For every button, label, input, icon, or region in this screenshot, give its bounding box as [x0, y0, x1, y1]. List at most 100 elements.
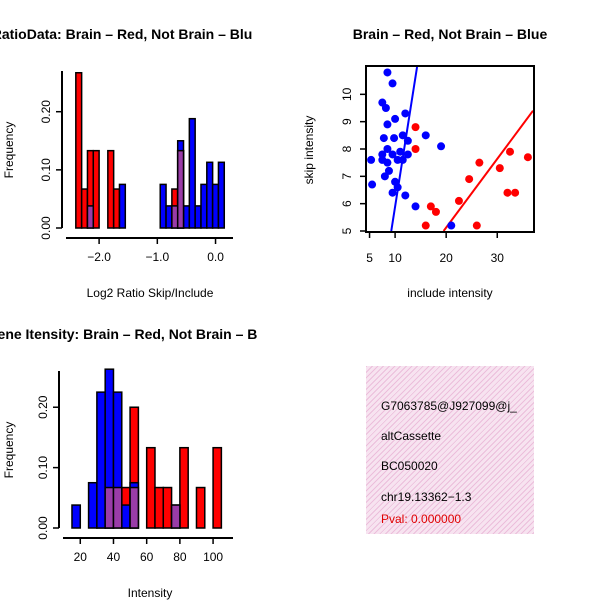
- bar-not-brain: [200, 183, 208, 229]
- point-brain: [495, 164, 504, 173]
- ratio-chart-title: RatioData: Brain – Red, Not Brain – Blu: [0, 26, 252, 42]
- bar-not-brain: [159, 183, 167, 229]
- point-not-brain: [401, 109, 410, 118]
- bar-brain: [195, 486, 206, 529]
- intensity-histogram: Gene Itensity: Brain – Red, Not Brain – …: [0, 326, 257, 600]
- bar-not-brain: [182, 205, 191, 229]
- info-pval: Pval: 0.000000: [381, 512, 462, 526]
- point-not-brain: [401, 191, 410, 200]
- fit-line-blue: [390, 67, 419, 231]
- ratio-x-label: Log2 Ratio Skip/Include: [87, 286, 214, 300]
- point-brain: [431, 207, 440, 216]
- bar-overlap: [112, 486, 123, 529]
- bar-brain: [112, 188, 121, 229]
- point-not-brain: [368, 180, 377, 189]
- point-not-brain: [380, 172, 389, 181]
- y-tick-label: 7: [340, 173, 354, 180]
- point-not-brain: [388, 188, 397, 197]
- ratio-y-label: Frequency: [2, 122, 16, 179]
- info-location: chr19.13362−1.3: [381, 490, 472, 504]
- intensity-y-label: Frequency: [2, 422, 16, 479]
- point-brain: [421, 221, 430, 230]
- point-brain: [506, 147, 515, 156]
- intensity-scatter: Brain – Red, Not Brain – Blue 5 10 20 30 5 6 7…: [302, 26, 547, 300]
- point-not-brain: [447, 221, 456, 230]
- x-tick-label: 5: [366, 251, 373, 265]
- bar-overlap: [171, 205, 179, 229]
- y-tick-label: 0.20: [36, 395, 50, 419]
- point-not-brain: [421, 131, 430, 140]
- point-not-brain: [411, 202, 420, 211]
- fit-line-red: [442, 110, 533, 231]
- scatter-axes: 5 10 20 30 5 6 7 8 9 10: [340, 87, 504, 265]
- point-brain: [503, 188, 512, 197]
- point-brain: [472, 221, 481, 230]
- bar-brain: [145, 446, 156, 529]
- x-tick-label: 80: [173, 550, 187, 564]
- x-tick-label: 40: [107, 550, 121, 564]
- ratio-axes: −2.0 −1.0 0.0 0.00 0.10 0.20: [39, 71, 233, 264]
- bar-brain: [179, 446, 189, 529]
- x-tick-label: 60: [140, 550, 154, 564]
- y-tick-label: 10: [340, 87, 354, 101]
- point-brain: [411, 123, 420, 132]
- bar-not-brain: [211, 183, 220, 229]
- ratio-histogram: RatioData: Brain – Red, Not Brain – Blu …: [0, 26, 252, 300]
- bar-not-brain: [217, 161, 226, 229]
- point-not-brain: [437, 142, 446, 151]
- x-tick-label: 20: [439, 251, 453, 265]
- scatter-fit-lines: [390, 67, 533, 231]
- point-brain: [411, 145, 420, 153]
- x-tick-label: −1.0: [145, 250, 169, 264]
- point-not-brain: [403, 150, 412, 159]
- intensity-bars: [71, 368, 223, 529]
- point-brain: [475, 158, 484, 167]
- point-not-brain: [384, 166, 393, 175]
- point-not-brain: [391, 114, 400, 123]
- bar-brain: [162, 486, 173, 529]
- point-brain: [454, 196, 463, 205]
- bar-not-brain: [121, 504, 131, 529]
- y-tick-label: 0.10: [39, 158, 53, 182]
- point-not-brain: [383, 145, 392, 153]
- info-probe-id: G7063785@J927099@j_: [381, 399, 517, 413]
- info-accession: BC050020: [381, 459, 438, 473]
- y-tick-label: 0.10: [36, 456, 50, 480]
- point-not-brain: [390, 134, 399, 143]
- bar-not-brain: [194, 205, 202, 229]
- intensity-axes: 20 40 60 80 100 0.00 0.10 0.20: [36, 371, 233, 564]
- x-tick-label: 20: [74, 550, 88, 564]
- point-not-brain: [403, 136, 412, 145]
- point-brain: [426, 202, 435, 211]
- bar-overlap: [176, 149, 185, 229]
- scatter-x-label: include intensity: [407, 286, 492, 300]
- y-tick-label: 0.20: [39, 100, 53, 124]
- x-tick-label: 0.0: [207, 250, 224, 264]
- point-not-brain: [381, 104, 390, 112]
- y-tick-label: 0.00: [36, 516, 50, 540]
- bar-not-brain: [188, 117, 196, 229]
- bar-overlap: [104, 486, 115, 529]
- y-tick-label: 9: [340, 118, 354, 125]
- point-not-brain: [398, 131, 407, 140]
- x-tick-label: 10: [388, 251, 402, 265]
- bar-not-brain: [96, 391, 106, 529]
- info-panel: G7063785@J927099@j_ altCassette BC050020…: [366, 366, 534, 534]
- x-tick-label: 100: [203, 550, 223, 564]
- x-tick-label: 30: [491, 251, 505, 265]
- y-tick-label: 6: [340, 200, 354, 207]
- bar-overlap: [170, 504, 181, 529]
- point-not-brain: [383, 120, 392, 129]
- bar-brain: [92, 149, 100, 229]
- scatter-title: Brain – Red, Not Brain – Blue: [353, 26, 548, 42]
- intensity-x-label: Intensity: [128, 586, 173, 600]
- point-not-brain: [383, 68, 392, 77]
- bar-not-brain: [206, 161, 214, 229]
- y-tick-label: 8: [340, 145, 354, 152]
- point-not-brain: [388, 79, 397, 88]
- bar-not-brain: [71, 504, 82, 529]
- y-tick-label: 5: [340, 227, 354, 234]
- point-not-brain: [383, 158, 392, 167]
- point-not-brain: [379, 134, 388, 143]
